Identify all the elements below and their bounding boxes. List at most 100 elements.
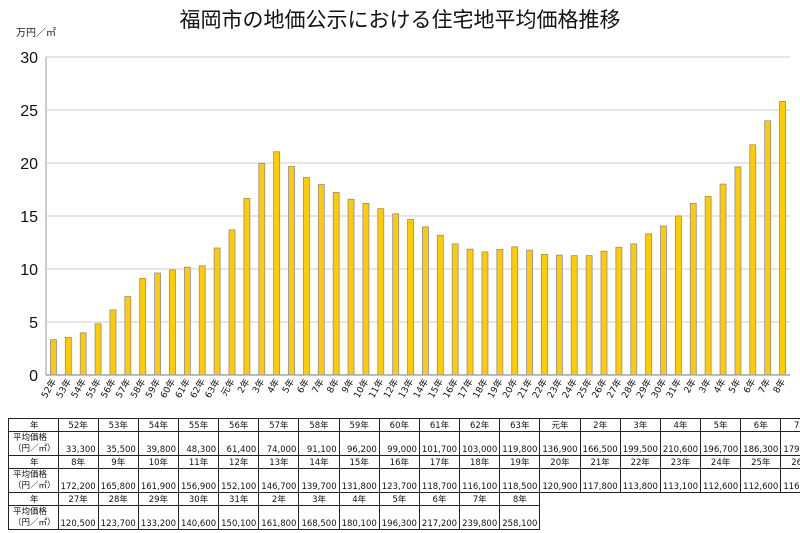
bar [734, 166, 742, 376]
empty-cell [620, 506, 660, 530]
bar [377, 208, 385, 376]
year-cell: 62年 [459, 418, 501, 432]
price-cell: 113,100 [659, 468, 702, 493]
bar [555, 254, 563, 376]
price-cell: 168,500 [298, 505, 340, 530]
y-tick-label: 20 [20, 156, 38, 173]
year-cell: 22年 [619, 455, 661, 469]
price-cell: 39,800 [137, 431, 179, 456]
x-tick-label: 3年 [696, 377, 714, 396]
year-cell: 8年 [499, 492, 541, 506]
year-cell: 27年 [57, 492, 99, 506]
y-tick-label: 15 [20, 209, 38, 226]
year-cell: 16年 [378, 455, 420, 469]
year-cell: 11年 [177, 455, 220, 469]
price-cell: 35,500 [97, 431, 139, 456]
x-tick-label: 7年 [309, 377, 327, 396]
year-cell: 30年 [177, 492, 220, 506]
bar [511, 246, 519, 376]
x-tick-label: 5年 [279, 377, 297, 396]
bar [749, 144, 757, 376]
bar [362, 202, 370, 376]
bar [124, 296, 132, 376]
year-header: 年 [8, 418, 59, 432]
year-cell: 58年 [298, 418, 340, 432]
price-cell: 91,100 [298, 431, 340, 456]
x-tick-label: 5年 [726, 377, 744, 396]
empty-cell [781, 506, 800, 530]
price-cell: 133,200 [137, 505, 179, 530]
price-cell: 136,900 [539, 431, 581, 456]
bar [198, 265, 206, 376]
year-cell: 13年 [258, 455, 300, 469]
year-cell: 52年 [57, 418, 99, 432]
price-cell: 118,700 [418, 468, 461, 493]
price-cell: 123,700 [378, 468, 420, 493]
x-tick-label: 4年 [711, 377, 729, 396]
price-cell: 196,300 [378, 505, 420, 530]
x-tick-label: 6年 [741, 377, 759, 396]
bar [64, 336, 72, 376]
bar [154, 272, 162, 376]
price-header: 平均価格 （円／㎡） [8, 431, 59, 456]
bar [645, 233, 653, 376]
year-cell: 3年 [298, 492, 340, 506]
price-cell: 156,900 [177, 468, 220, 493]
y-tick-label: 10 [20, 262, 38, 279]
price-cell: 217,200 [418, 505, 461, 530]
price-cell: 258,100 [499, 505, 541, 530]
price-cell: 119,800 [499, 431, 541, 456]
bar [109, 309, 117, 376]
price-cell: 179,700 [780, 431, 800, 456]
bar [228, 229, 236, 376]
year-cell: 28年 [97, 492, 139, 506]
bar [704, 195, 712, 376]
year-cell: 4年 [338, 492, 380, 506]
year-cell: 21年 [579, 455, 621, 469]
year-cell: 4年 [659, 418, 702, 432]
bar [317, 184, 325, 376]
price-cell: 116,800 [780, 468, 800, 493]
bar [481, 251, 489, 376]
bar [496, 248, 504, 376]
year-cell: 5年 [378, 492, 420, 506]
year-cell: 2年 [579, 418, 621, 432]
year-cell: 19年 [499, 455, 541, 469]
price-cell: 166,500 [579, 431, 621, 456]
bar [466, 248, 474, 376]
price-header: 平均価格 （円／㎡） [8, 468, 59, 493]
year-cell: 55年 [177, 418, 220, 432]
year-cell: 15年 [338, 455, 380, 469]
empty-cell [540, 506, 580, 530]
year-cell: 53年 [97, 418, 139, 432]
year-cell: 12年 [218, 455, 260, 469]
bar [675, 215, 682, 376]
year-cell: 25年 [740, 455, 782, 469]
x-tick-label: 31年 [663, 377, 684, 401]
price-cell: 199,500 [619, 431, 661, 456]
bar [719, 183, 727, 376]
price-row: 平均価格 （円／㎡） 120,500 123,700 133,200 140,600 150… [8, 505, 800, 530]
bar [332, 192, 340, 376]
year-cell: 24年 [700, 455, 742, 469]
x-tick-label: 63年 [202, 377, 223, 401]
year-row: 年 52年 53年 54年 55年 56年 57年 58年 59年 60年 61年 62年 63年 元年 2… [8, 418, 800, 432]
price-cell: 61,400 [218, 431, 260, 456]
year-cell: 6年 [418, 492, 461, 506]
empty-cell [660, 506, 700, 530]
price-cell: 123,700 [97, 505, 139, 530]
y-tick-label: 30 [20, 50, 38, 67]
x-tick-label: 8年 [770, 377, 788, 396]
y-tick-label: 25 [20, 103, 38, 120]
bar [660, 225, 667, 376]
bar [451, 243, 459, 376]
empty-cell [781, 493, 800, 506]
year-cell: 63年 [499, 418, 541, 432]
price-cell: 139,700 [298, 468, 340, 493]
price-cell: 116,100 [459, 468, 501, 493]
bar [213, 247, 221, 376]
bar [407, 219, 414, 376]
bar [169, 269, 176, 376]
bar [183, 266, 191, 376]
year-header: 年 [8, 492, 59, 506]
